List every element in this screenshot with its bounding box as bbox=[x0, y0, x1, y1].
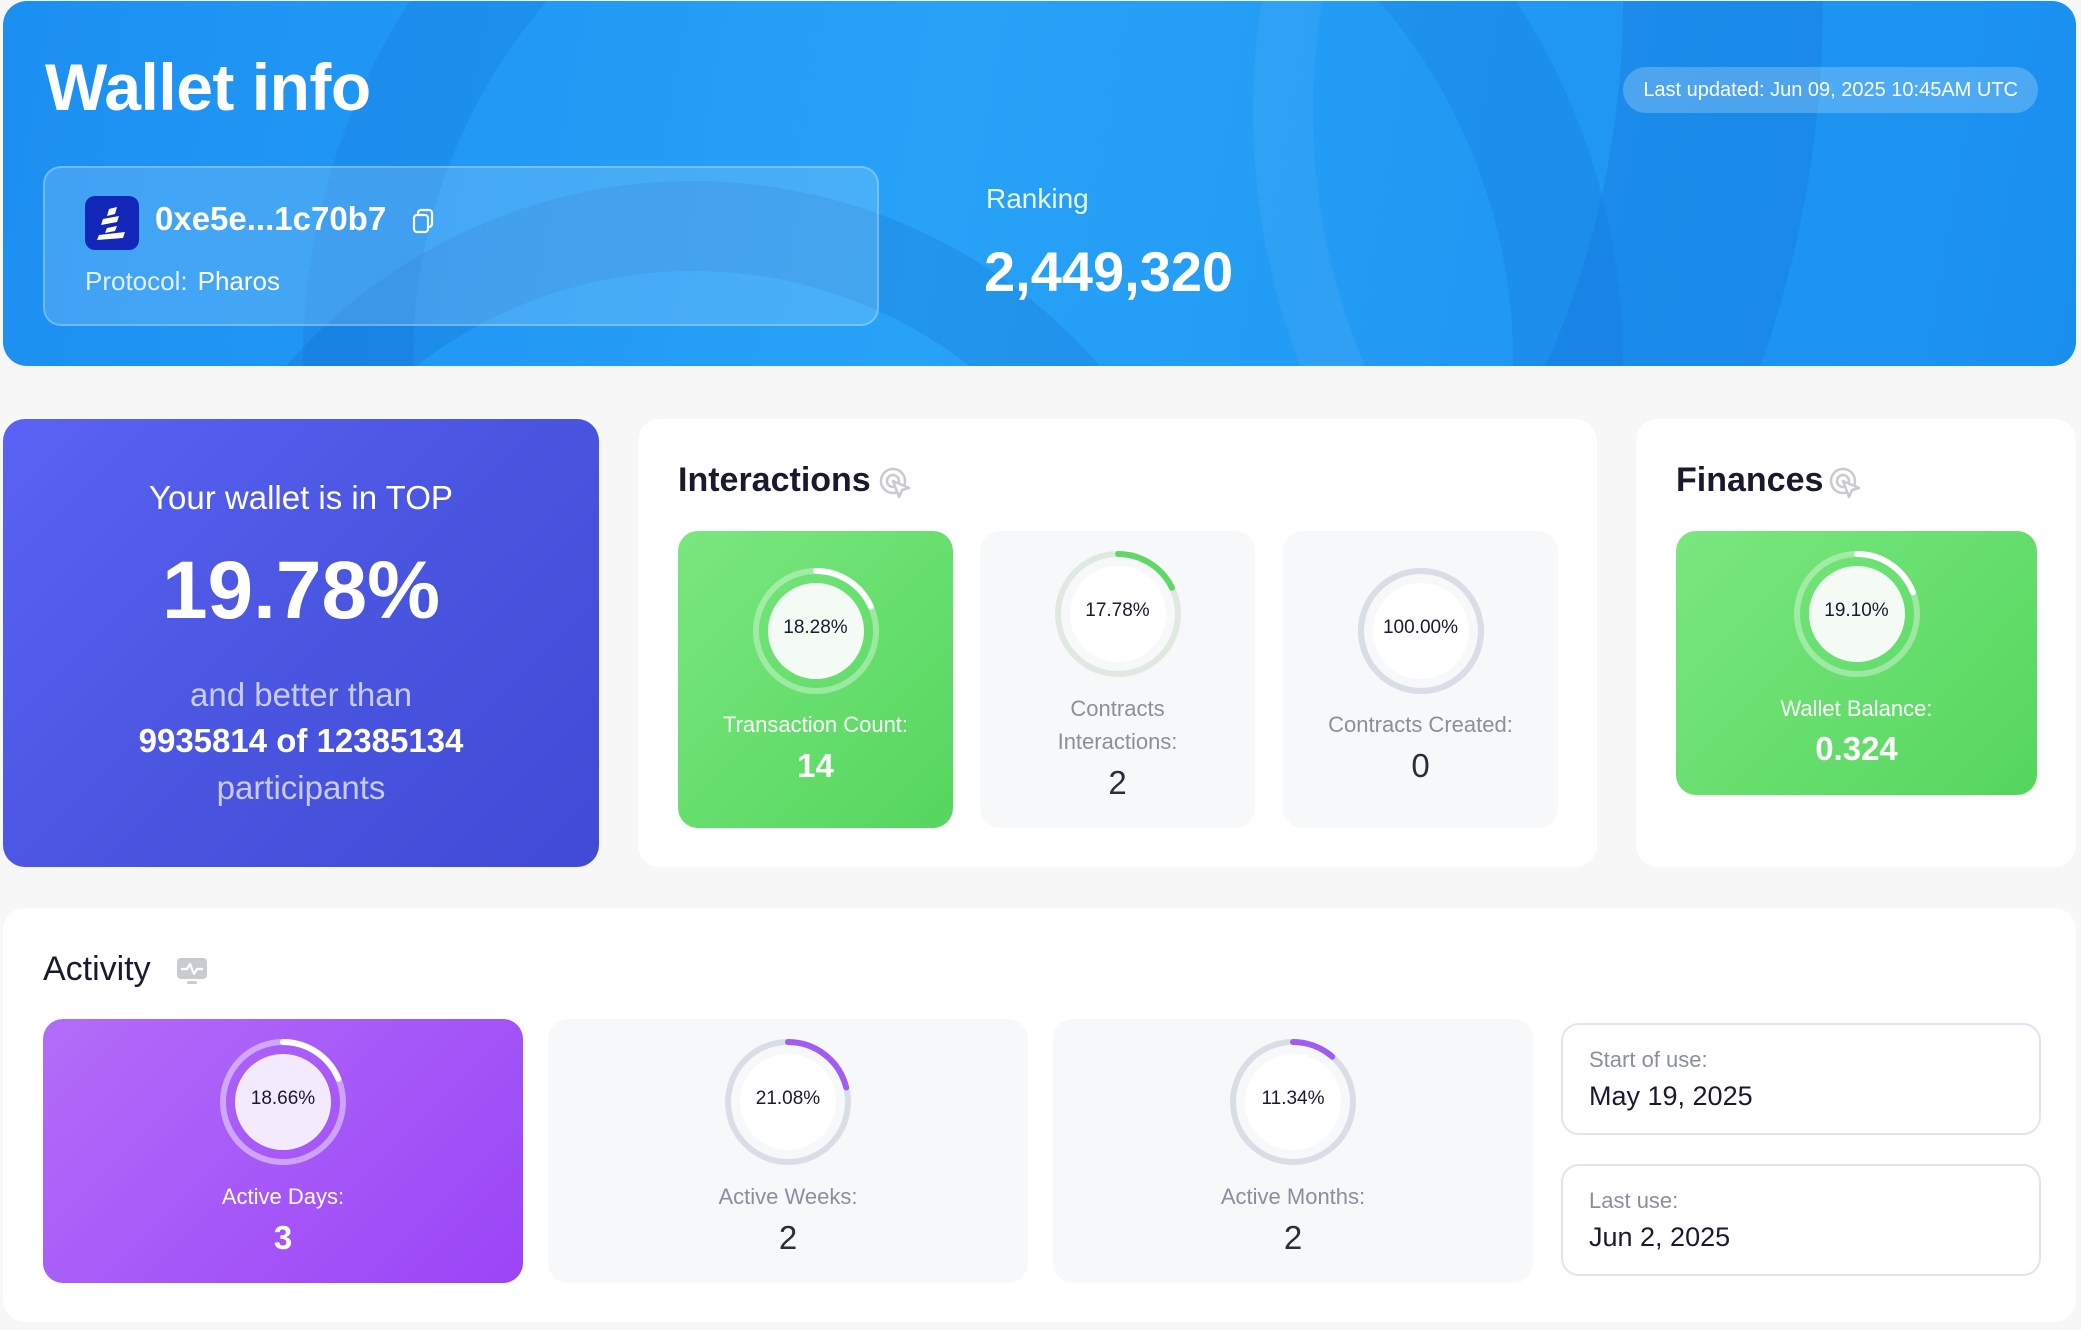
contracts-created-card: 100.00% Contracts Created: 0 bbox=[1283, 531, 1558, 828]
stat-value: 0 bbox=[1411, 747, 1430, 784]
top-percent-value: 19.78% bbox=[161, 545, 441, 636]
protocol-value: Pharos bbox=[197, 266, 280, 296]
stat-label: Transaction Count: bbox=[722, 712, 909, 737]
progress-ring-center bbox=[1808, 566, 1905, 662]
activity-title: Activity bbox=[43, 950, 151, 988]
stat-value: 2 bbox=[778, 1219, 798, 1256]
stat-value: 14 bbox=[797, 747, 834, 784]
top-card-participants-count: 9935814 of 12385134 bbox=[138, 722, 464, 759]
copy-icon[interactable] bbox=[412, 208, 434, 234]
start-of-use-card: Start of use: May 19, 2025 bbox=[1561, 1023, 2041, 1135]
interactions-title: Interactions bbox=[678, 461, 871, 499]
progress-ring-center bbox=[1372, 583, 1469, 679]
progress-percent: 11.34% bbox=[1261, 1088, 1325, 1109]
progress-ring bbox=[220, 1039, 346, 1165]
progress-percent: 17.78% bbox=[1085, 600, 1150, 621]
last-use-card: Last use: Jun 2, 2025 bbox=[1561, 1164, 2041, 1276]
wallet-header: Wallet info Last updated: Jun 09, 2025 1… bbox=[3, 1, 2076, 366]
last-use-value: Jun 2, 2025 bbox=[1589, 1222, 1731, 1252]
start-of-use-value: May 19, 2025 bbox=[1589, 1081, 1753, 1111]
progress-arc bbox=[220, 1039, 346, 1165]
wallet-address: 0xe5e...1c70b7 bbox=[155, 200, 387, 237]
top-card-participants-label: participants bbox=[216, 769, 386, 806]
transaction-count-card: 18.28% Transaction Count: 14 bbox=[678, 531, 953, 828]
page-title: Wallet info bbox=[45, 50, 371, 124]
activity-panel: Activity 18.66% Active Days: 3 21.08% Ac… bbox=[3, 908, 2076, 1322]
progress-ring bbox=[752, 568, 879, 694]
wallet-balance-card: 19.10% Wallet Balance: 0.324 bbox=[1676, 531, 2037, 795]
stat-label: Contracts Created: bbox=[1328, 712, 1513, 737]
progress-arc bbox=[1357, 568, 1484, 694]
progress-arc bbox=[1793, 551, 1920, 677]
ranking-value: 2,449,320 bbox=[984, 240, 1234, 303]
progress-arc bbox=[725, 1039, 851, 1165]
last-updated-badge: Last updated: Jun 09, 2025 10:45AM UTC bbox=[1623, 67, 2038, 113]
top-card-heading: Your wallet is in TOP bbox=[149, 479, 453, 516]
progress-percent: 18.66% bbox=[250, 1088, 316, 1109]
progress-percent: 21.08% bbox=[755, 1088, 821, 1109]
progress-arc bbox=[752, 568, 879, 694]
finances-panel: Finances 19.10% Wallet Balance: 0.324 bbox=[1636, 419, 2076, 867]
progress-arc bbox=[1230, 1039, 1356, 1165]
stat-label: Active Months: bbox=[1220, 1184, 1366, 1209]
stat-label: Active Weeks: bbox=[718, 1184, 858, 1209]
cursor-click-icon bbox=[1829, 467, 1861, 499]
active-weeks-card: 21.08% Active Weeks: 2 bbox=[548, 1019, 1028, 1283]
protocol-label: Protocol: bbox=[85, 266, 188, 296]
cursor-click-icon bbox=[879, 467, 911, 499]
progress-ring bbox=[1793, 551, 1920, 677]
progress-ring-center bbox=[740, 1054, 836, 1150]
active-days-card: 18.66% Active Days: 3 bbox=[43, 1019, 523, 1283]
progress-ring bbox=[1230, 1039, 1356, 1165]
progress-ring-center bbox=[1069, 566, 1166, 662]
progress-ring-center bbox=[1245, 1054, 1341, 1150]
progress-ring bbox=[1357, 568, 1484, 694]
stat-label-line1: Contracts bbox=[1070, 696, 1165, 721]
stat-value: 3 bbox=[273, 1219, 293, 1256]
progress-ring-center bbox=[767, 583, 864, 679]
stat-label-line2: Interactions: bbox=[1057, 729, 1178, 754]
stat-label: Active Days: bbox=[221, 1184, 345, 1209]
contracts-interactions-card: 17.78% Contracts Interactions: 2 bbox=[980, 531, 1255, 828]
activity-monitor-icon bbox=[177, 958, 207, 984]
progress-arc bbox=[1054, 551, 1181, 677]
start-of-use-label: Start of use: bbox=[1589, 1047, 1708, 1072]
active-months-card: 11.34% Active Months: 2 bbox=[1053, 1019, 1533, 1283]
stat-label: Wallet Balance: bbox=[1780, 696, 1933, 721]
progress-percent: 18.28% bbox=[783, 617, 848, 638]
progress-ring bbox=[1054, 551, 1181, 677]
progress-ring bbox=[725, 1039, 851, 1165]
top-percentile-card: Your wallet is in TOP 19.78% and better … bbox=[3, 419, 599, 867]
last-use-label: Last use: bbox=[1589, 1188, 1679, 1213]
progress-percent: 19.10% bbox=[1824, 600, 1889, 621]
wallet-address-card: 0xe5e...1c70b7 Protocol: Pharos bbox=[43, 166, 879, 326]
stat-value: 0.324 bbox=[1815, 730, 1898, 767]
progress-percent: 100.00% bbox=[1382, 617, 1458, 638]
ranking-label: Ranking bbox=[986, 183, 1089, 214]
top-card-better-than: and better than bbox=[189, 676, 412, 713]
pharos-logo-icon bbox=[85, 196, 139, 250]
interactions-panel: Interactions 18.28% Transaction Count: 1… bbox=[638, 419, 1597, 867]
header-decoration bbox=[1253, 1, 2076, 366]
protocol-row: Protocol: Pharos bbox=[85, 266, 280, 297]
stat-value: 2 bbox=[1108, 764, 1127, 801]
progress-ring-center bbox=[235, 1054, 331, 1150]
stat-value: 2 bbox=[1283, 1219, 1303, 1256]
finances-title: Finances bbox=[1676, 461, 1824, 499]
